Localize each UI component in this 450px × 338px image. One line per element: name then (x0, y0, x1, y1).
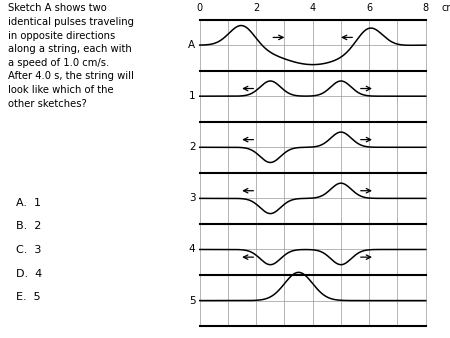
Text: A.  1: A. 1 (16, 198, 40, 208)
Text: Sketch A shows two
identical pulses traveling
in opposite directions
along a str: Sketch A shows two identical pulses trav… (8, 3, 134, 108)
Text: C.  3: C. 3 (16, 245, 41, 255)
Text: 2: 2 (189, 142, 195, 152)
Text: 8: 8 (423, 3, 429, 13)
Text: B.  2: B. 2 (16, 221, 41, 232)
Text: 2: 2 (253, 3, 259, 13)
Text: E.  5: E. 5 (16, 292, 40, 303)
Text: 5: 5 (189, 295, 195, 306)
Text: 4: 4 (310, 3, 316, 13)
Text: 6: 6 (366, 3, 372, 13)
Text: D.  4: D. 4 (16, 269, 42, 279)
Text: 3: 3 (189, 193, 195, 203)
Text: cm: cm (441, 3, 450, 13)
Text: 1: 1 (189, 91, 195, 101)
Text: 4: 4 (189, 244, 195, 255)
Text: A: A (189, 40, 195, 50)
Text: 0: 0 (197, 3, 203, 13)
